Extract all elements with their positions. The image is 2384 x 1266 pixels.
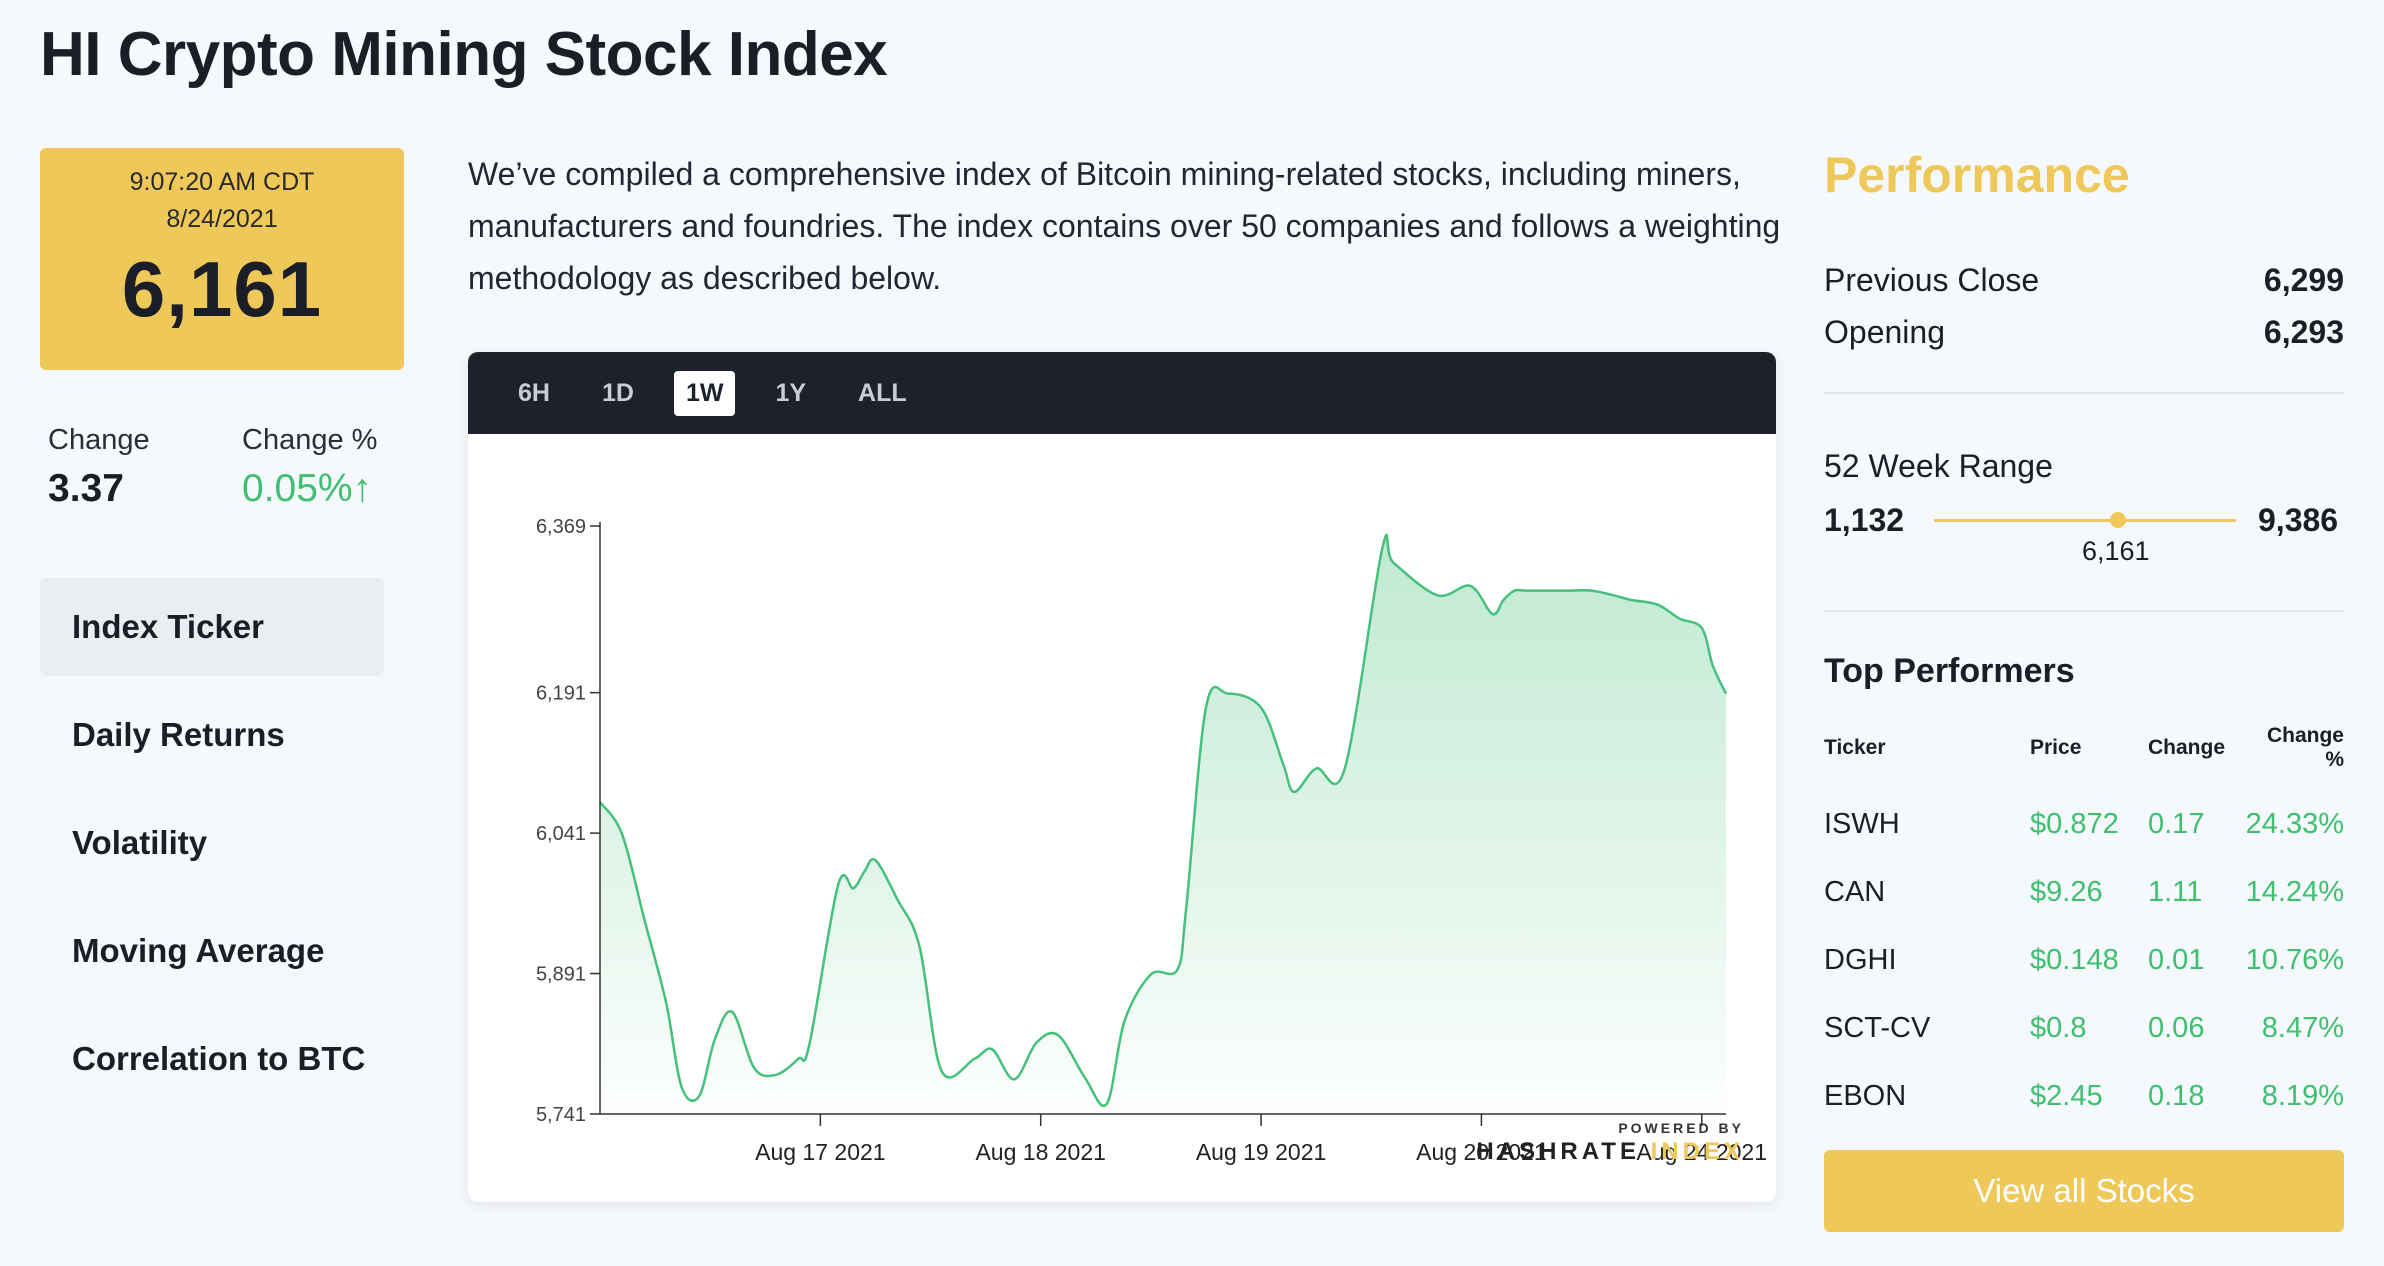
nav-item-index-ticker[interactable]: Index Ticker — [40, 578, 384, 676]
change-pct-block: Change % 0.05%↑ — [242, 424, 377, 511]
table-row[interactable]: DGHI $0.148 0.01 10.76% — [1824, 926, 2344, 994]
x-tick-label: Aug 19 2021 — [1196, 1139, 1326, 1165]
ticker-cell: SCT-CV — [1824, 1011, 1931, 1044]
week52-current-value: 6,161 — [2082, 536, 2150, 566]
range-1y-button[interactable]: 1Y — [775, 378, 807, 407]
opening-row: Opening 6,293 — [1824, 314, 2344, 351]
price-date: 8/24/2021 — [166, 205, 278, 233]
table-row[interactable]: SCT-CV $0.8 0.06 8.47% — [1824, 994, 2344, 1062]
powered-by-label: POWERED BY — [1618, 1120, 1744, 1136]
change-cell: 0.18 — [2148, 1079, 2205, 1112]
change-pct-cell: 8.19% — [2261, 1079, 2344, 1112]
index-chart: 5,741 5,891 6,041 6,191 6,369 Aug 17 2021 Aug … — [536, 516, 1767, 1165]
top-performers-title: Top Performers — [1824, 652, 2075, 690]
ticker-cell: ISWH — [1824, 807, 1900, 840]
price-card: 9:07:20 AM CDT 8/24/2021 6,161 — [40, 148, 404, 370]
ticker-cell: EBON — [1824, 1079, 1907, 1112]
price-cell: $0.148 — [2030, 943, 2119, 976]
change-pct-value: 0.05%↑ — [242, 467, 377, 511]
change-block: Change 3.37 — [48, 424, 150, 511]
index-value: 6,161 — [121, 245, 323, 333]
series-area — [600, 534, 1726, 1114]
x-tick-label: Aug 17 2021 — [755, 1139, 885, 1165]
series-line — [598, 533, 1728, 1107]
price-cell: $0.872 — [2030, 807, 2119, 840]
col-change: Change — [2148, 736, 2226, 759]
divider — [1824, 392, 2344, 394]
week52-high: 9,386 — [2258, 502, 2339, 538]
divider — [1824, 610, 2344, 612]
range-all-button[interactable]: ALL — [858, 378, 907, 407]
change-pct-cell: 14.24% — [2245, 875, 2344, 908]
previous-close-row: Previous Close 6,299 — [1824, 262, 2344, 299]
nav-item-daily-returns[interactable]: Daily Returns — [72, 716, 285, 753]
table-header-row: Ticker Price Change Change % — [1824, 724, 2344, 790]
week52-range-label: 52 Week Range — [1824, 448, 2053, 484]
change-pct-cell: 10.76% — [2245, 943, 2344, 976]
performance-title: Performance — [1824, 147, 2130, 203]
x-tick-label: Aug 18 2021 — [975, 1139, 1105, 1165]
col-change-pct: Change % — [2266, 724, 2344, 771]
opening-value: 6,293 — [2263, 314, 2344, 350]
price-cell: $2.45 — [2030, 1079, 2103, 1112]
change-pct-cell: 24.33% — [2245, 807, 2344, 840]
week52-low: 1,132 — [1824, 502, 1905, 538]
x-tick-label: Aug 20 2021 — [1416, 1139, 1546, 1165]
table-row[interactable]: CAN $9.26 1.11 14.24% — [1824, 858, 2344, 926]
range-6h-button[interactable]: 6H — [518, 378, 550, 407]
top-performers-table: Ticker Price Change Change % ISWH $0.872 0… — [1824, 724, 2344, 1130]
brand-part-a: HASHRATE — [1476, 1138, 1640, 1165]
table-row[interactable]: ISWH $0.872 0.17 24.33% — [1824, 790, 2344, 858]
range-1d-button[interactable]: 1D — [601, 378, 634, 407]
change-pct-text: 0.05% — [242, 467, 353, 510]
change-pct-cell: 8.47% — [2261, 1011, 2344, 1044]
price-cell: $9.26 — [2030, 875, 2103, 908]
y-tick-label: 5,741 — [536, 1104, 586, 1126]
view-all-stocks-button[interactable]: View all Stocks — [1824, 1150, 2344, 1232]
nav-item-correlation-btc[interactable]: Correlation to BTC — [72, 1040, 366, 1077]
range-1w-button[interactable]: 1W — [673, 370, 736, 416]
ticker-cell: CAN — [1824, 875, 1886, 908]
brand-part-b: INDEX — [1650, 1138, 1744, 1165]
y-tick-label: 5,891 — [536, 964, 586, 986]
previous-close-label: Previous Close — [1824, 262, 2040, 298]
previous-close-value: 6,299 — [2263, 262, 2344, 298]
week52-range-bar — [1934, 519, 2236, 522]
page-title: HI Crypto Mining Stock Index — [40, 20, 888, 89]
change-pct-label: Change % — [242, 424, 378, 456]
opening-label: Opening — [1824, 314, 1945, 350]
change-cell: 0.01 — [2148, 943, 2205, 976]
change-value: 3.37 — [48, 467, 124, 510]
price-cell: $0.8 — [2030, 1011, 2087, 1044]
y-tick-label: 6,369 — [536, 516, 586, 538]
table-row[interactable]: EBON $2.45 0.18 8.19% — [1824, 1062, 2344, 1130]
range-toolbar: 6H 1D 1W 1Y ALL — [468, 352, 1776, 434]
ticker-cell: DGHI — [1824, 943, 1897, 976]
nav-item-volatility[interactable]: Volatility — [72, 824, 208, 861]
chart-card: 6H 1D 1W 1Y ALL 5,741 5,891 6,041 6,191 6,36… — [468, 352, 1776, 1202]
change-cell: 1.11 — [2148, 875, 2203, 908]
powered-by-credit: POWERED BY HASHRATE INDEX — [1476, 1120, 1744, 1166]
intro-text: We’ve compiled a comprehensive index of … — [468, 156, 1781, 296]
change-cell: 0.06 — [2148, 1011, 2205, 1044]
change-cell: 0.17 — [2148, 807, 2205, 840]
y-tick-label: 6,191 — [536, 683, 586, 705]
sidebar-nav: Index Ticker Daily Returns Volatility Mo… — [40, 578, 384, 1118]
arrow-up-icon: ↑ — [352, 467, 373, 510]
x-tick-label: Aug 24 2021 — [1637, 1139, 1767, 1165]
col-price: Price — [2030, 736, 2082, 759]
y-tick-label: 6,041 — [536, 823, 586, 845]
col-ticker: Ticker — [1824, 736, 1886, 759]
change-label: Change — [48, 424, 150, 456]
week52-current-marker — [2110, 512, 2126, 528]
nav-item-moving-average[interactable]: Moving Average — [72, 932, 325, 969]
price-time: 9:07:20 AM CDT — [129, 168, 315, 196]
hashrate-index-logo: HASHRATE INDEX — [1476, 1138, 1744, 1166]
